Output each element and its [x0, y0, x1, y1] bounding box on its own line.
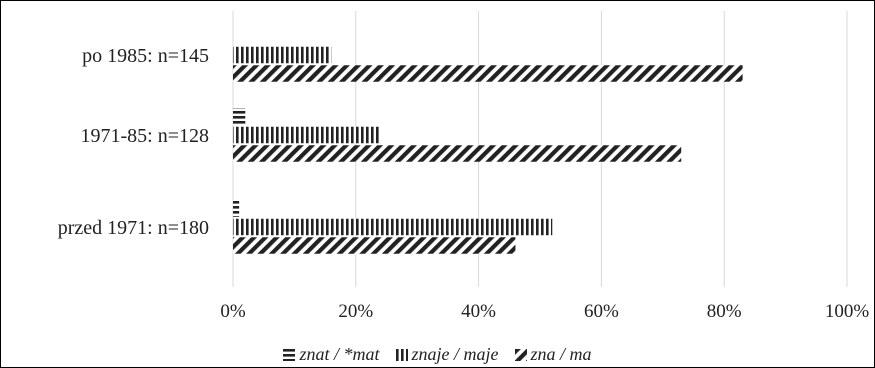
category-label: po 1985: n=145	[82, 45, 209, 67]
x-tick-label: 80%	[707, 301, 742, 322]
bar	[233, 145, 682, 162]
x-tick-label: 40%	[461, 301, 496, 322]
bar-chart: po 1985: n=145 1971-85: n=128 przed 1971: …	[58, 11, 869, 322]
legend-item: zna / ma	[514, 344, 592, 365]
category-labels: po 1985: n=145 1971-85: n=128 przed 1971: …	[58, 45, 209, 239]
category-label: przed 1971: n=180	[58, 217, 209, 239]
legend-item: znaje / maje	[395, 344, 499, 365]
legend-swatch	[283, 348, 296, 361]
legend-label: znaje / maje	[411, 344, 499, 364]
legend-label: zna / ma	[530, 344, 592, 364]
x-tick-labels: 0% 20% 40% 60% 80% 100%	[220, 301, 869, 322]
bar	[233, 108, 246, 125]
bar	[233, 200, 240, 217]
bar	[233, 65, 743, 82]
x-tick-label: 60%	[584, 301, 619, 322]
legend: znat / *mat znaje / maje zna / ma	[1, 344, 874, 366]
legend-swatch	[395, 348, 408, 361]
x-tick-label: 20%	[338, 301, 373, 322]
bars	[233, 46, 743, 254]
category-label: 1971-85: n=128	[81, 125, 210, 147]
legend-item: znat / *mat	[283, 344, 380, 365]
bar	[233, 46, 332, 64]
bar	[233, 218, 553, 236]
x-tick-label: 100%	[825, 301, 870, 322]
bar	[233, 237, 516, 254]
bar	[233, 126, 381, 144]
legend-label: znat / *mat	[299, 344, 380, 364]
x-tick-label: 0%	[220, 301, 246, 322]
legend-swatch	[514, 348, 527, 361]
